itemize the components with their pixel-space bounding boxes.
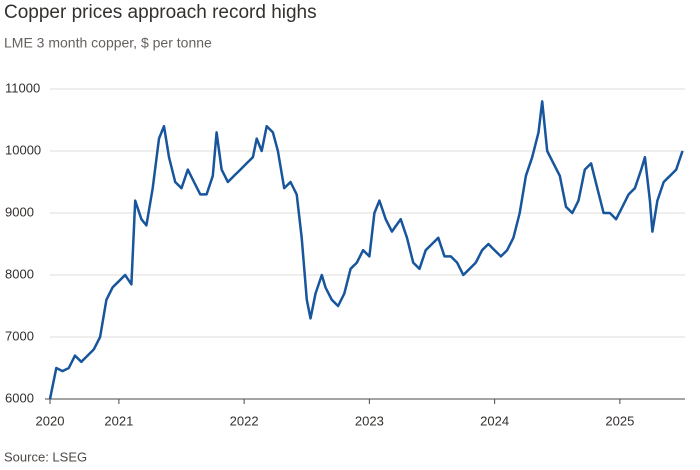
y-tick-label: 6000 (5, 390, 34, 405)
source: Source: LSEG (4, 449, 87, 464)
y-tick-label: 9000 (5, 204, 34, 219)
y-tick-label: 10000 (5, 142, 41, 157)
x-tick-label: 2025 (605, 413, 634, 428)
x-tick-label: 2023 (355, 413, 384, 428)
chart-subtitle: LME 3 month copper, $ per tonne (4, 35, 212, 51)
x-tick-label: 2024 (480, 413, 509, 428)
x-tick-label: 2020 (36, 413, 65, 428)
y-tick-label: 7000 (5, 328, 34, 343)
x-tick-label: 2021 (104, 413, 133, 428)
price-line (48, 100, 684, 400)
x-tick-label: 2022 (230, 413, 259, 428)
y-tick-label: 8000 (5, 266, 34, 281)
y-tick-label: 11000 (5, 80, 40, 95)
chart-title: Copper prices approach record highs (4, 2, 317, 23)
